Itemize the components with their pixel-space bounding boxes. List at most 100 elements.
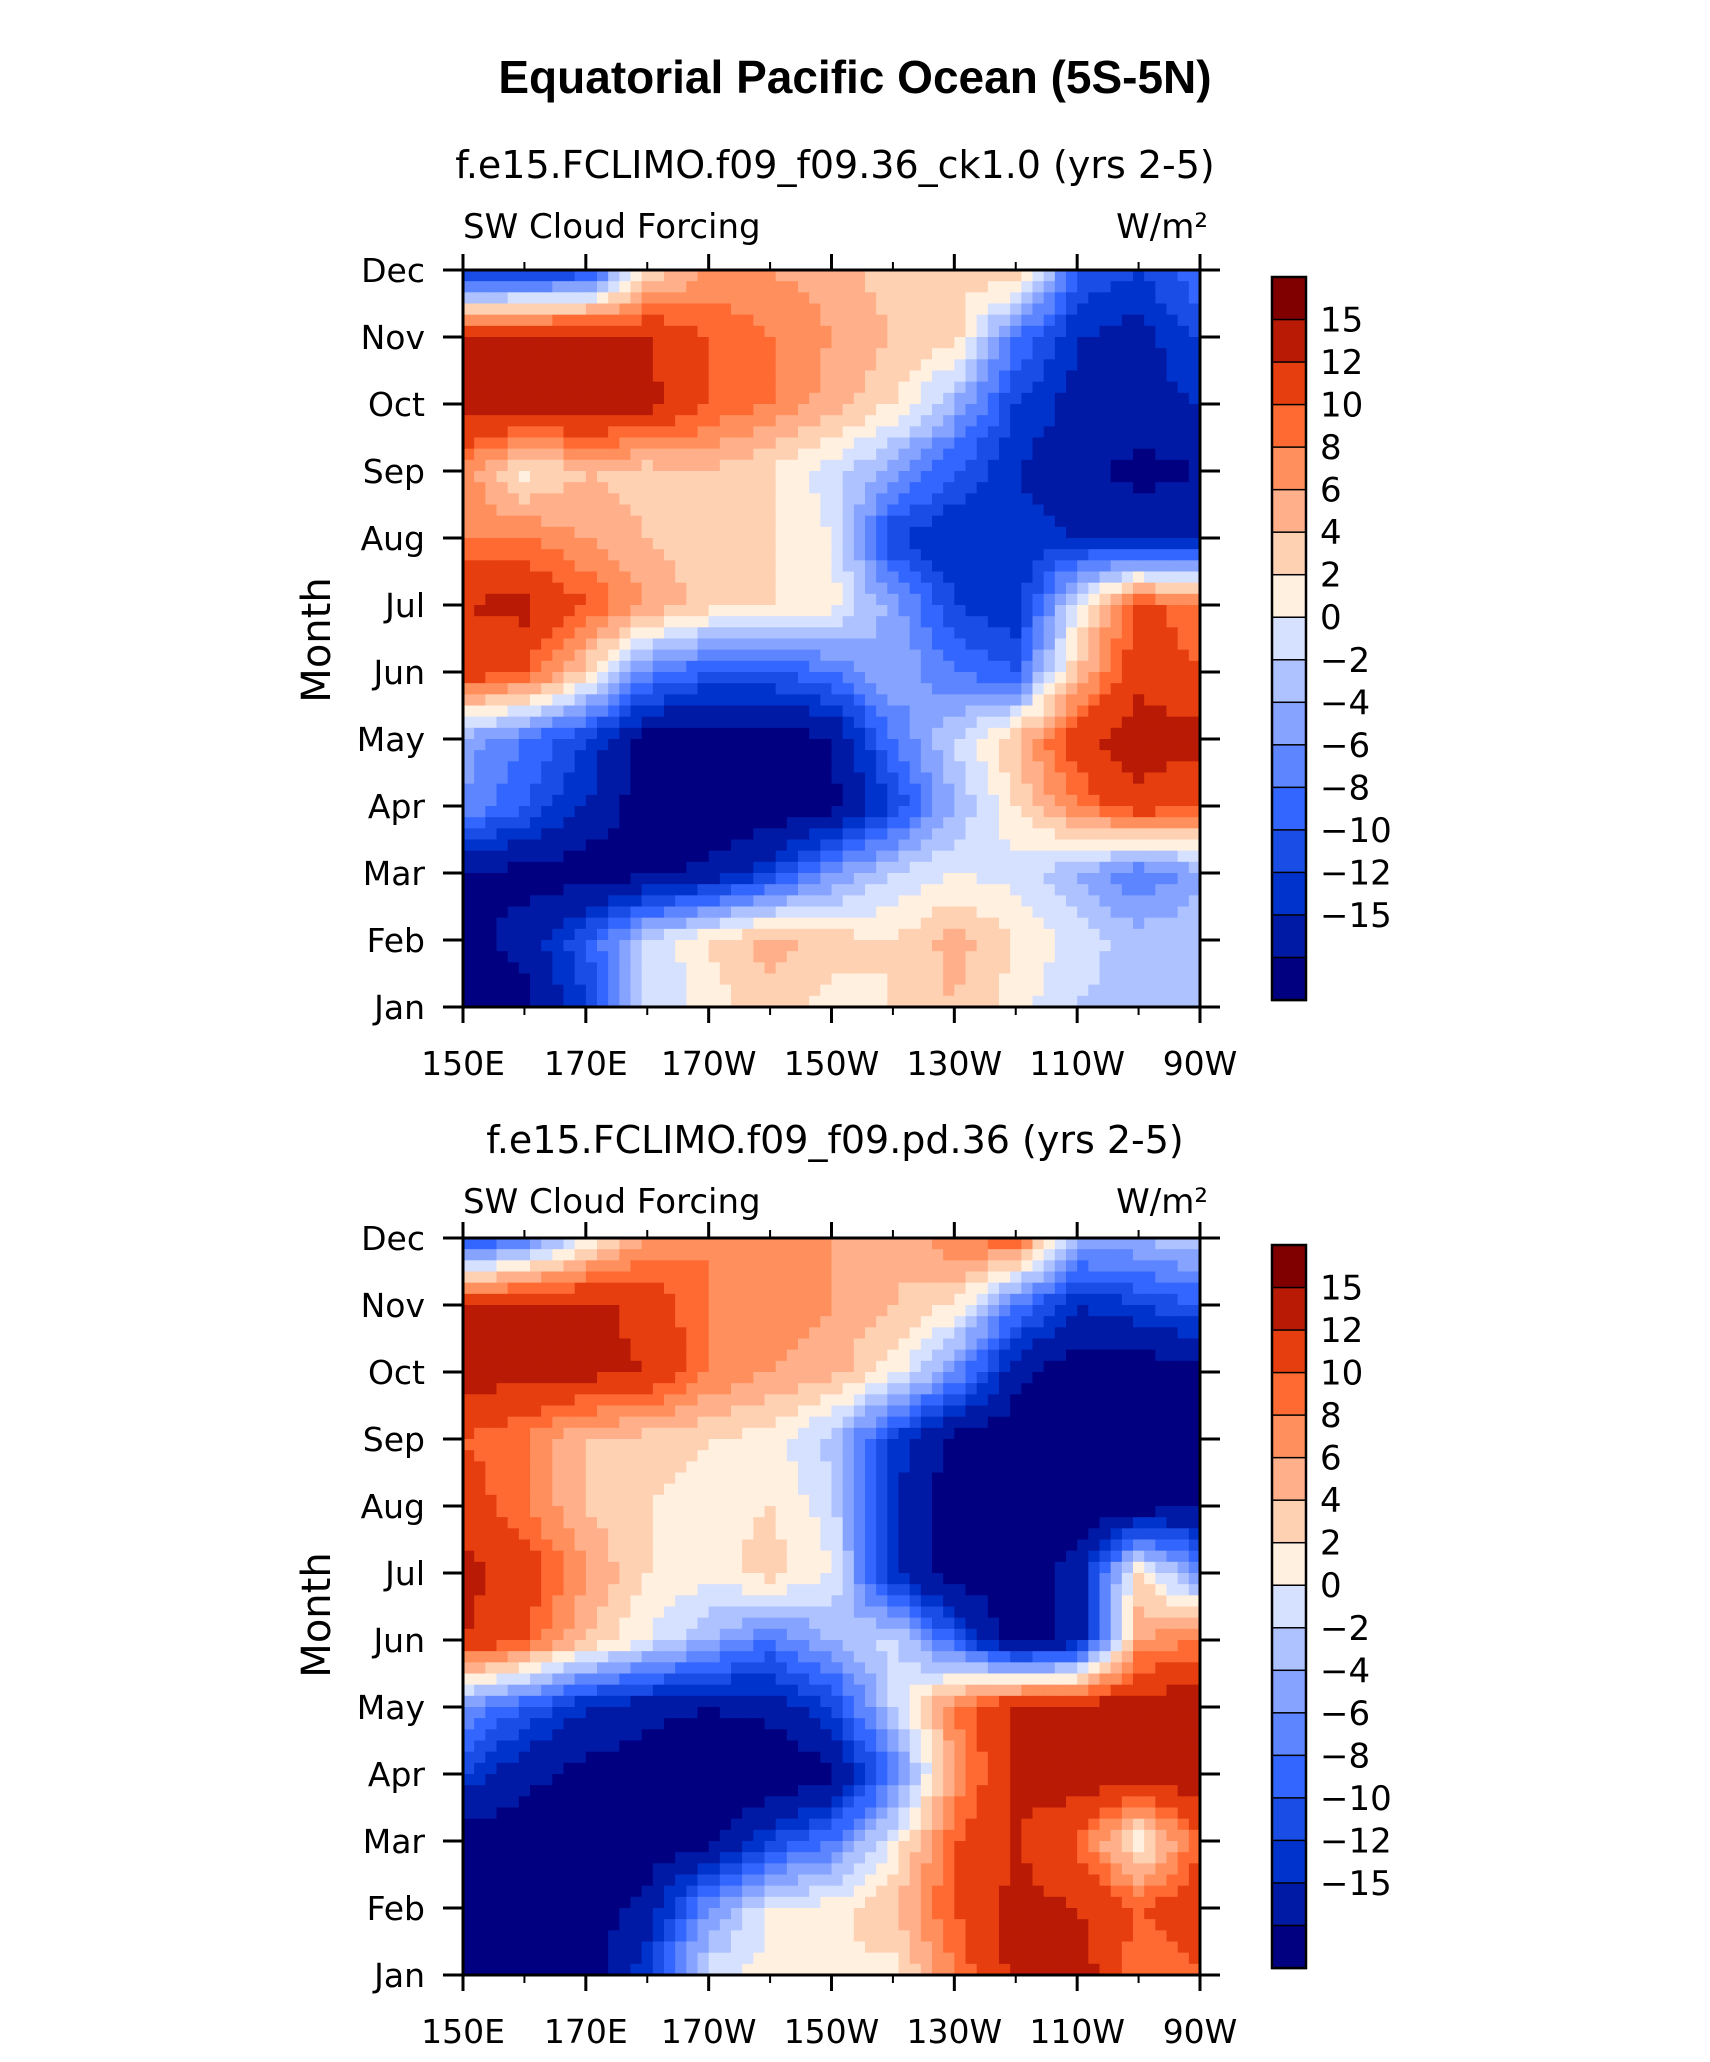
contour-cell [463, 683, 475, 695]
contour-cell [920, 1249, 933, 1261]
contour-cell [574, 303, 587, 316]
contour-cell [1077, 873, 1089, 885]
contour-cell [1121, 917, 1134, 930]
contour-cell [876, 761, 888, 774]
contour-cell [585, 471, 598, 483]
contour-cell [463, 325, 475, 338]
contour-cell [976, 884, 989, 896]
contour-cell [1032, 404, 1045, 416]
contour-cell [597, 672, 609, 684]
contour-cell [608, 493, 620, 506]
contour-cell [619, 627, 632, 640]
contour-cell [664, 951, 676, 963]
contour-cell [585, 895, 598, 908]
contour-cell [1077, 1271, 1089, 1284]
contour-cell [742, 381, 754, 394]
contour-cell [1021, 705, 1034, 718]
contour-cell [664, 962, 676, 975]
contour-cell [965, 873, 978, 885]
contour-cell [1077, 348, 1089, 360]
contour-cell [775, 605, 788, 617]
contour-cell [842, 493, 855, 506]
contour-cell [1133, 538, 1145, 550]
contour-cell [809, 683, 821, 695]
contour-cell [775, 794, 788, 807]
contour-cell [909, 314, 922, 327]
contour-cell [664, 806, 676, 818]
contour-cell [1010, 906, 1022, 919]
contour-cell [496, 482, 509, 494]
colorbar-segment [1271, 956, 1307, 1002]
contour-cell [1110, 649, 1123, 662]
contour-cell [954, 649, 967, 662]
contour-cell [552, 616, 565, 628]
contour-cell [1177, 761, 1190, 774]
contour-cell [552, 515, 565, 528]
contour-cell [1177, 337, 1190, 349]
contour-cell [552, 605, 565, 617]
contour-cell [1088, 783, 1101, 796]
contour-cell [1032, 325, 1045, 338]
contour-cell [764, 582, 777, 595]
contour-cell [597, 973, 609, 986]
contour-cell [574, 895, 587, 908]
contour-cell [608, 582, 620, 595]
contour-cell [853, 873, 866, 885]
contour-cell [887, 683, 900, 695]
contour-cell [719, 672, 732, 684]
contour-cell [552, 873, 565, 885]
contour-cell [853, 270, 866, 282]
contour-cell [463, 873, 475, 885]
contour-cell [943, 359, 955, 372]
contour-cell [764, 928, 777, 941]
contour-cell [641, 504, 654, 517]
contour-cell [463, 705, 475, 718]
contour-cell [518, 314, 531, 327]
contour-cell [976, 962, 989, 975]
contour-cell [1133, 571, 1145, 584]
contour-cell [652, 526, 665, 539]
contour-cell [976, 727, 989, 740]
contour-cell [976, 593, 989, 606]
contour-cell [552, 928, 565, 941]
contour-cell [675, 772, 687, 785]
contour-cell [1010, 1282, 1022, 1295]
contour-cell [1177, 616, 1190, 628]
contour-cell [731, 995, 743, 1008]
contour-cell [1110, 705, 1123, 718]
contour-cell [842, 1249, 855, 1261]
contour-cell [597, 1238, 609, 1250]
contour-cell [954, 828, 967, 841]
contour-cell [742, 739, 754, 751]
contour-cell [641, 325, 654, 338]
contour-cell [842, 895, 855, 908]
contour-cell [1054, 1282, 1067, 1295]
contour-cell [764, 593, 777, 606]
contour-cell [1077, 984, 1089, 997]
contour-cell [965, 694, 978, 707]
contour-cell [954, 962, 967, 975]
contour-cell [652, 1260, 665, 1273]
contour-cell [1099, 884, 1112, 896]
contour-cell [909, 325, 922, 338]
contour-cell [463, 716, 475, 729]
contour-cell [987, 1316, 1000, 1328]
contour-cell [775, 973, 788, 986]
contour-cell [1010, 459, 1022, 472]
contour-cell [987, 493, 1000, 506]
contour-cell [1144, 716, 1156, 729]
contour-cell [463, 1271, 475, 1284]
contour-cell [1010, 1260, 1022, 1273]
contour-cell [574, 672, 587, 684]
contour-cell [976, 549, 989, 561]
contour-cell [820, 337, 833, 349]
contour-cell [708, 605, 721, 617]
contour-cell [831, 303, 844, 316]
contour-cell [518, 906, 531, 919]
contour-cell [485, 672, 498, 684]
contour-cell [932, 638, 944, 651]
contour-cell [1188, 895, 1201, 908]
contour-cell [932, 426, 944, 439]
contour-cell [965, 817, 978, 829]
contour-cell [775, 638, 788, 651]
